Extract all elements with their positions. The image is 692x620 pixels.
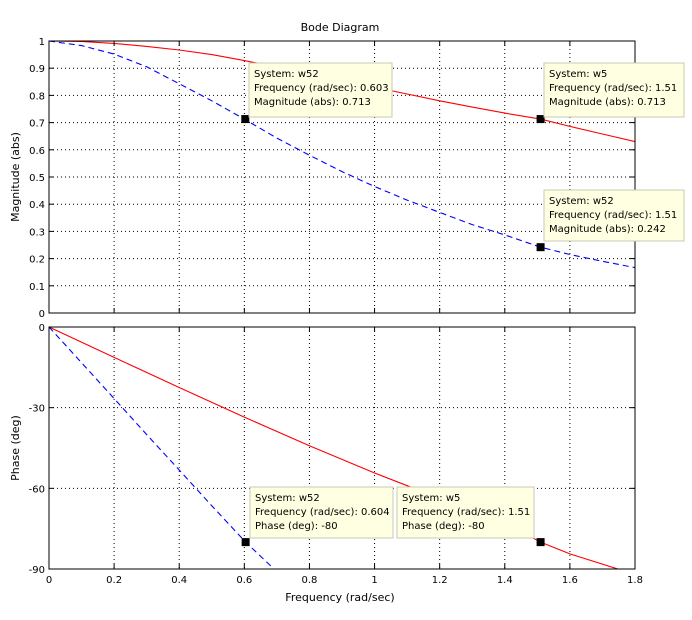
series-line-w5[interactable] [49,327,635,574]
datatip-callout[interactable]: System: w52 Frequency (rad/sec): 0.603 Mag… [248,62,393,118]
datatip-text: Magnitude (abs): 0.242 [549,224,666,235]
axes-frame [48,326,636,570]
y-tick-label: 0.4 [29,200,45,211]
datatip-marker[interactable] [241,538,250,547]
y-tick-label: -30 [29,404,45,415]
y-tick-label: 0.1 [29,282,45,293]
y-tick-label: 0.8 [29,91,45,102]
datatip-box [249,486,394,539]
datatip-marker[interactable] [536,243,545,252]
x-tick-label: 0 [46,575,52,586]
datatip-callout[interactable]: System: w52 Frequency (rad/sec): 1.51 Magn… [543,189,685,242]
datatip-text: System: w52 [549,196,614,207]
datatip-marker[interactable] [536,538,545,547]
datatip-text: Magnitude (abs): 0.713 [549,97,666,108]
datatip-text: Frequency (rad/sec): 1.51 [402,507,530,518]
y-axis-label: Magnitude (abs) [9,132,22,222]
datatip-box [543,189,685,242]
datatip-text: Phase (deg): -80 [255,521,338,532]
x-tick-label: 1.4 [497,575,513,586]
datatip-text: Frequency (rad/sec): 0.604 [255,507,390,518]
datatip-callout[interactable]: System: w5 Frequency (rad/sec): 1.51 Magni… [543,62,685,118]
y-tick-label: 0.2 [29,255,45,266]
datatip-marker[interactable] [241,115,250,124]
datatip-box [248,62,393,118]
y-tick-label: 0.3 [29,227,45,238]
phase-axes: 0 0.2 0.4 0.6 0.8 1 1.2 1.4 1.6 1.8 -90 -60 -30 0 Phas… [9,323,643,586]
y-tick-label: 0.9 [29,64,45,75]
x-tick-label: 0.4 [171,575,187,586]
y-tick-label: -60 [29,484,45,495]
datatip-callout[interactable]: System: w5 Frequency (rad/sec): 1.51 Phase… [396,486,535,539]
datatip-text: System: w5 [549,69,607,80]
datatip-text: System: w52 [254,69,319,80]
y-tick-label: -90 [29,565,45,576]
y-tick-label: 0.5 [29,173,45,184]
datatip-text: System: w52 [255,493,320,504]
datatip-text: Frequency (rad/sec): 1.51 [549,210,677,221]
y-tick-label: 0 [39,309,45,320]
datatip-callout[interactable]: System: w52 Frequency (rad/sec): 0.604 Pha… [249,486,394,539]
datatip-text: System: w5 [402,493,460,504]
x-tick-label: 0.6 [236,575,252,586]
y-tick-label: 1 [39,37,45,48]
x-axis-label: Frequency (rad/sec) [285,591,394,604]
y-tick-label: 0.7 [29,119,45,130]
datatip-text: Frequency (rad/sec): 0.603 [254,83,389,94]
x-tick-label: 0.2 [106,575,122,586]
y-tick-label: 0.6 [29,146,45,157]
x-tick-label: 1.6 [562,575,578,586]
series-line-w52[interactable] [49,327,277,572]
y-tick-label: 0 [39,323,45,334]
x-tick-label: 1.2 [432,575,448,586]
y-axis-label: Phase (deg) [9,415,22,481]
datatip-marker[interactable] [536,115,545,124]
datatip-text: Frequency (rad/sec): 1.51 [549,83,677,94]
x-tick-label: 0.8 [301,575,317,586]
x-tick-label: 1 [371,575,377,586]
datatip-box [396,486,535,539]
datatip-text: Phase (deg): -80 [402,521,485,532]
chart-title: Bode Diagram [301,21,380,34]
x-tick-label: 1.8 [627,575,643,586]
datatip-text: Magnitude (abs): 0.713 [254,97,371,108]
magnitude-axes: 0 0.1 0.2 0.3 0.4 0.5 0.6 0.7 0.8 0.9 1 Magnitude (… [9,37,685,320]
datatip-box [543,62,685,118]
